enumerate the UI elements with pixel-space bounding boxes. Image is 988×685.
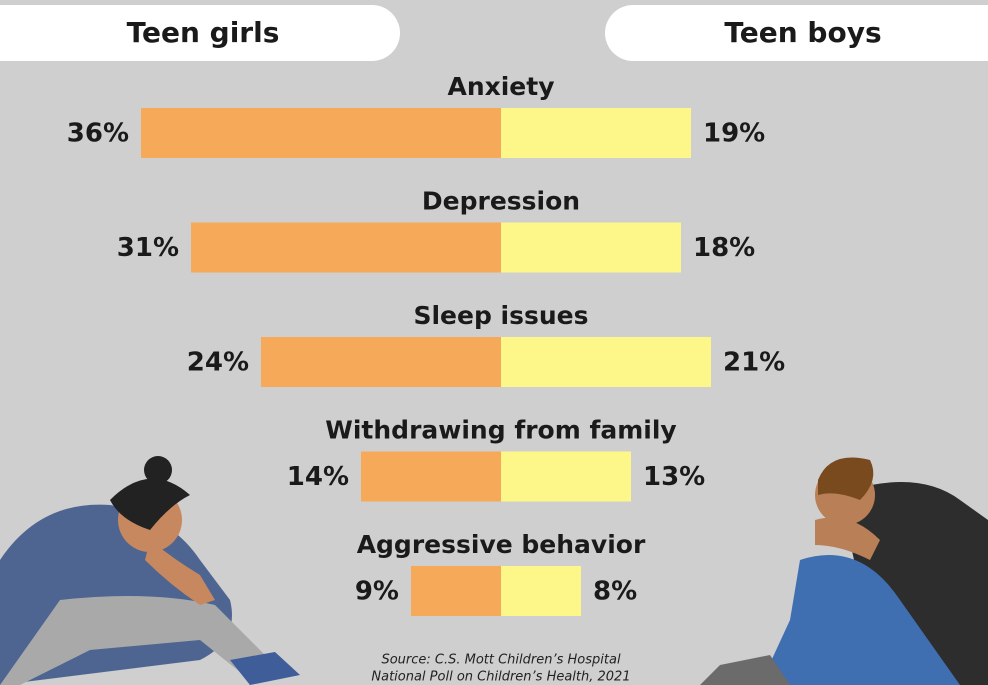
value-label: 24%	[187, 348, 249, 378]
source-line: National Poll on Children’s Health, 2021	[371, 670, 630, 685]
value-label: 14%	[287, 462, 349, 492]
boys-bar	[501, 337, 711, 387]
value-label: 19%	[703, 119, 765, 149]
category-label: Depression	[422, 187, 580, 216]
girls-bar	[261, 337, 501, 387]
value-label: 36%	[67, 119, 129, 149]
girls-bar	[141, 108, 501, 158]
value-label: 18%	[693, 233, 755, 263]
girls-header: Teen girls	[127, 16, 280, 49]
category-label: Aggressive behavior	[357, 530, 646, 559]
boys-bar	[501, 223, 681, 273]
boys-bar	[501, 566, 581, 616]
value-label: 31%	[117, 233, 179, 263]
girls-bar	[191, 223, 501, 273]
boys-bar	[501, 452, 631, 502]
source-line: Source: C.S. Mott Children’s Hospital	[381, 653, 621, 668]
value-label: 9%	[355, 577, 399, 607]
girls-bar	[411, 566, 501, 616]
category-label: Withdrawing from family	[325, 416, 676, 445]
value-label: 21%	[723, 348, 785, 378]
boys-bar	[501, 108, 691, 158]
value-label: 13%	[643, 462, 705, 492]
girls-bar	[361, 452, 501, 502]
value-label: 8%	[593, 577, 637, 607]
chart: Teen girls Teen boys Source: C.S. Mott C…	[0, 0, 988, 685]
category-label: Sleep issues	[413, 301, 588, 330]
category-label: Anxiety	[447, 72, 554, 101]
boys-header: Teen boys	[724, 16, 881, 49]
